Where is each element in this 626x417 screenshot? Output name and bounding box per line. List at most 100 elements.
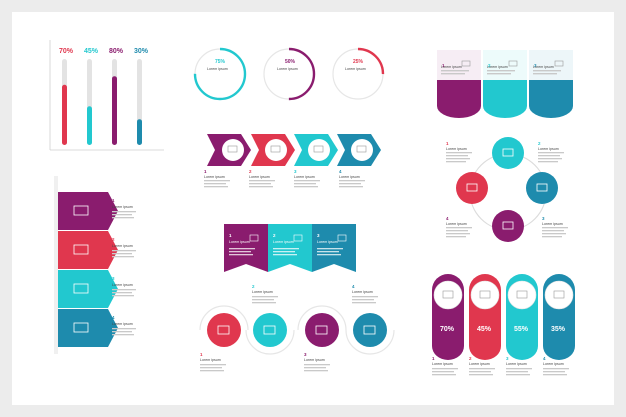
banner-top-card — [437, 50, 573, 80]
chat-icon — [227, 145, 238, 153]
chevron-circle-2 — [265, 139, 287, 161]
ring-progress-1 — [193, 47, 247, 101]
timeline-caption-2: Lorem ipsum — [252, 290, 273, 294]
vlist-shadow — [54, 176, 58, 354]
cycle-caption-4: Lorem ipsum — [446, 222, 467, 226]
laptop-icon — [502, 148, 514, 157]
cycle-node-red — [456, 172, 488, 204]
banner-step-1: 1 — [442, 63, 445, 68]
chat-icon — [73, 205, 89, 216]
bar-label-2: 45% — [84, 48, 99, 55]
ring-label-2: 50% — [285, 59, 296, 65]
banner-caption-1: Lorem ipsum — [441, 65, 462, 69]
ribbon-svg — [224, 224, 356, 272]
timeline-circle-purple — [305, 313, 339, 347]
pill-caption-2: Lorem ipsum — [469, 362, 490, 366]
laptop-icon — [508, 60, 518, 67]
timeline-caption-4: Lorem ipsum — [352, 290, 373, 294]
bar-fill-4 — [137, 119, 142, 145]
browser-icon — [553, 290, 565, 299]
ring-caption-1: Lorem ipsum — [207, 67, 228, 71]
pill-cap-4 — [544, 280, 574, 310]
pill-label-3: 55% — [514, 326, 529, 333]
pill-step-3: 3 — [506, 356, 509, 361]
pill-cap-2 — [470, 280, 500, 310]
timeline-caption-1: Lorem ipsum — [200, 358, 221, 362]
chat-icon — [315, 325, 328, 335]
banner-caption-3: Lorem ipsum — [533, 65, 554, 69]
pill-cap-1 — [433, 280, 463, 310]
cycle-step-3: 3 — [542, 216, 545, 221]
monitor-icon — [516, 290, 528, 299]
cycle-caption-3: Lorem ipsum — [542, 222, 563, 226]
chevron-step-1: 1 — [204, 169, 207, 174]
ring-progress-2 — [262, 47, 316, 101]
chevron-caption-3: Lorem ipsum — [294, 175, 315, 179]
vlist-step-4: 4 — [112, 315, 115, 320]
browser-icon — [73, 322, 89, 333]
ring-caption-3: Lorem ipsum — [345, 67, 366, 71]
timeline-circle-blue — [353, 313, 387, 347]
ribbon-caption-3: Lorem ipsum — [317, 240, 338, 244]
browser-icon — [337, 234, 347, 242]
pill-label-1: 70% — [440, 326, 455, 333]
cycle-node-blue — [526, 172, 558, 204]
laptop-icon — [293, 234, 303, 242]
ring-svg — [193, 47, 385, 101]
cycle-svg — [446, 137, 568, 242]
circle-timeline-svg — [199, 296, 395, 372]
chat-icon — [442, 290, 454, 299]
ring-label-3: 25% — [353, 59, 364, 65]
pill-step-1: 1 — [432, 356, 435, 361]
ribbon-step-3: 3 — [317, 233, 320, 238]
vlist-step-2: 2 — [112, 237, 115, 242]
pill-svg — [432, 274, 575, 376]
pill-label-4: 35% — [551, 326, 566, 333]
bar-label-1: 70% — [59, 48, 74, 55]
chevron-circle-1 — [222, 139, 244, 161]
laptop-icon — [263, 325, 276, 335]
chevron-step-3: 3 — [294, 169, 297, 174]
pill-caption-4: Lorem ipsum — [543, 362, 564, 366]
cycle-node-purple — [492, 210, 524, 242]
laptop-icon — [479, 290, 491, 299]
timeline-caption-3: Lorem ipsum — [304, 358, 325, 362]
browser-icon — [363, 325, 376, 335]
banner-svg — [437, 50, 573, 118]
monitor-icon — [73, 283, 89, 294]
cycle-step-4: 4 — [446, 216, 449, 221]
laptop-icon — [270, 145, 281, 153]
monitor-icon — [461, 60, 471, 67]
pill-caption-1: Lorem ipsum — [432, 362, 453, 366]
laptop-icon — [73, 244, 89, 255]
chevron-svg — [204, 134, 381, 188]
monitor-icon — [536, 183, 548, 192]
timeline-circle-cyan — [253, 313, 287, 347]
pill-step-4: 4 — [543, 356, 546, 361]
cycle-step-2: 2 — [538, 141, 541, 146]
bar-chart-svg — [49, 40, 164, 151]
infographic-canvas: 70% 45% 80% 30% 75% 50% 25% Lorem ipsum … — [12, 12, 614, 405]
chevron-step-2: 2 — [249, 169, 252, 174]
ring-label-1: 75% — [215, 59, 226, 65]
cycle-step-1: 1 — [446, 141, 449, 146]
chevron-caption-1: Lorem ipsum — [204, 175, 225, 179]
chevron-circle-4 — [351, 139, 373, 161]
vlist-caption-2: Lorem ipsum — [112, 244, 133, 248]
banner-step-2: 2 — [488, 63, 491, 68]
vlist-svg — [54, 176, 136, 354]
monitor-icon — [217, 325, 230, 335]
chevron-circle-3 — [308, 139, 330, 161]
chevron-step-4: 4 — [339, 169, 342, 174]
vlist-step-3: 3 — [112, 276, 115, 281]
browser-icon — [502, 221, 514, 230]
cycle-caption-1: Lorem ipsum — [446, 147, 467, 151]
bar-label-4: 30% — [134, 48, 149, 55]
chevron-caption-2: Lorem ipsum — [249, 175, 270, 179]
cycle-node-cyan — [492, 137, 524, 169]
chat-icon — [249, 234, 259, 242]
timeline-step-1: 1 — [200, 352, 203, 357]
ribbon-caption-2: Lorem ipsum — [273, 240, 294, 244]
vlist-step-1: 1 — [112, 198, 115, 203]
